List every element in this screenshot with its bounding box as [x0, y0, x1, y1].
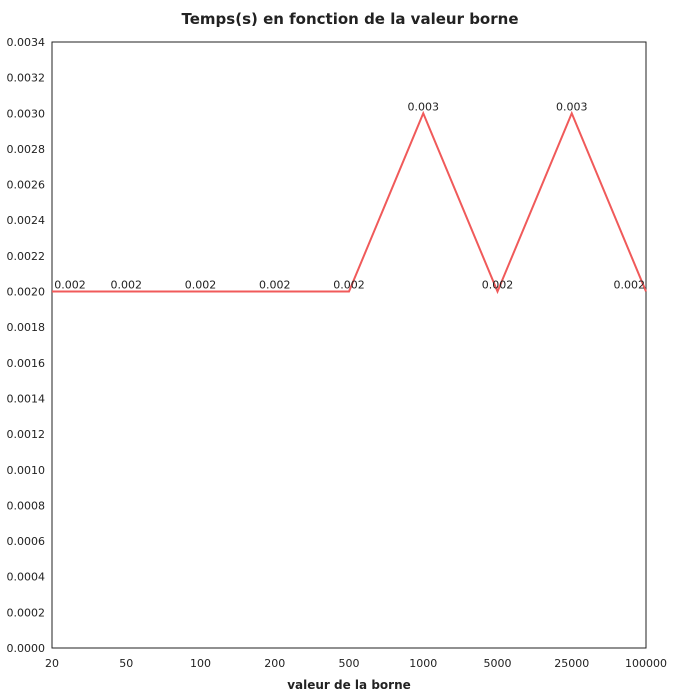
- y-tick-label: 0.0006: [7, 535, 46, 548]
- y-tick-label: 0.0002: [7, 606, 46, 619]
- data-label: 0.002: [259, 279, 291, 292]
- data-labels: 0.002 0.002 0.002 0.002 0.002 0.003 0.002 0.003…: [54, 100, 645, 291]
- data-label: 0.002: [111, 279, 143, 292]
- series-lines: [51, 110, 647, 295]
- y-tick-label: 0.0010: [7, 464, 46, 477]
- plot-area-frame: [51, 41, 647, 649]
- y-tick-label: 0.0022: [7, 250, 46, 263]
- y-tick-label: 0.0000: [7, 642, 46, 655]
- x-tick-label: 20: [45, 657, 59, 670]
- y-tick-label: 0.0018: [7, 321, 46, 334]
- y-tick-label: 0.0008: [7, 499, 46, 512]
- y-tick-label: 0.0004: [7, 571, 46, 584]
- y-tick-label: 0.0034: [7, 36, 46, 49]
- y-tick-label: 0.0016: [7, 357, 46, 370]
- y-tick-label: 0.0024: [7, 214, 46, 227]
- data-label: 0.003: [556, 100, 588, 113]
- x-tick-label: 1000: [409, 657, 437, 670]
- x-tick-label: 50: [119, 657, 133, 670]
- x-tick-label: 5000: [484, 657, 512, 670]
- chart-title: Temps(s) en fonction de la valeur borne: [182, 10, 519, 28]
- x-tick-label: 500: [339, 657, 360, 670]
- data-label: 0.003: [408, 100, 440, 113]
- y-tick-label: 0.0026: [7, 179, 46, 192]
- x-axis-ticks: 20 50 100 200 500 1000 5000 25000 100000: [45, 657, 667, 670]
- y-tick-label: 0.0028: [7, 143, 46, 156]
- x-tick-label: 25000: [554, 657, 589, 670]
- x-axis-label: valeur de la borne: [287, 678, 411, 692]
- data-label: 0.002: [333, 279, 365, 292]
- x-tick-label: 200: [264, 657, 285, 670]
- y-tick-label: 0.0012: [7, 428, 46, 441]
- x-tick-label: 100: [190, 657, 211, 670]
- y-tick-label: 0.0020: [7, 286, 46, 299]
- y-tick-label: 0.0014: [7, 392, 46, 405]
- y-tick-label: 0.0032: [7, 72, 46, 85]
- x-tick-label: 100000: [625, 657, 667, 670]
- data-label: 0.002: [54, 279, 86, 292]
- data-label: 0.002: [614, 279, 646, 292]
- data-label: 0.002: [185, 279, 217, 292]
- y-tick-label: 0.0030: [7, 107, 46, 120]
- data-label: 0.002: [482, 279, 514, 292]
- y-axis-ticks: 0.0000 0.0002 0.0004 0.0006 0.0008 0.0010 0.00…: [7, 36, 46, 655]
